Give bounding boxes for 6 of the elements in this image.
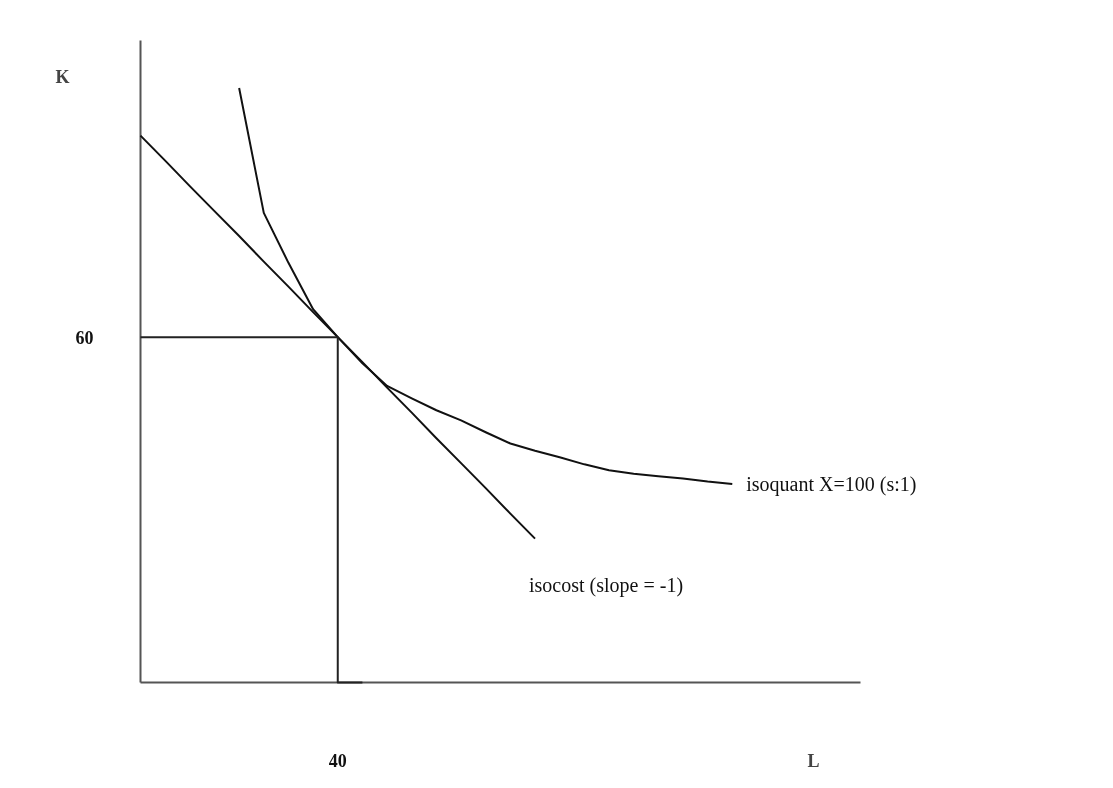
series-label: isoquant X=100 (s:1) (746, 472, 917, 496)
x-axis-title: L (807, 750, 820, 771)
text: 60 (75, 327, 94, 348)
y-axis-title: K (55, 66, 70, 87)
text: 40 (328, 751, 347, 771)
series-label: isocost (slope = -1) (529, 573, 684, 597)
